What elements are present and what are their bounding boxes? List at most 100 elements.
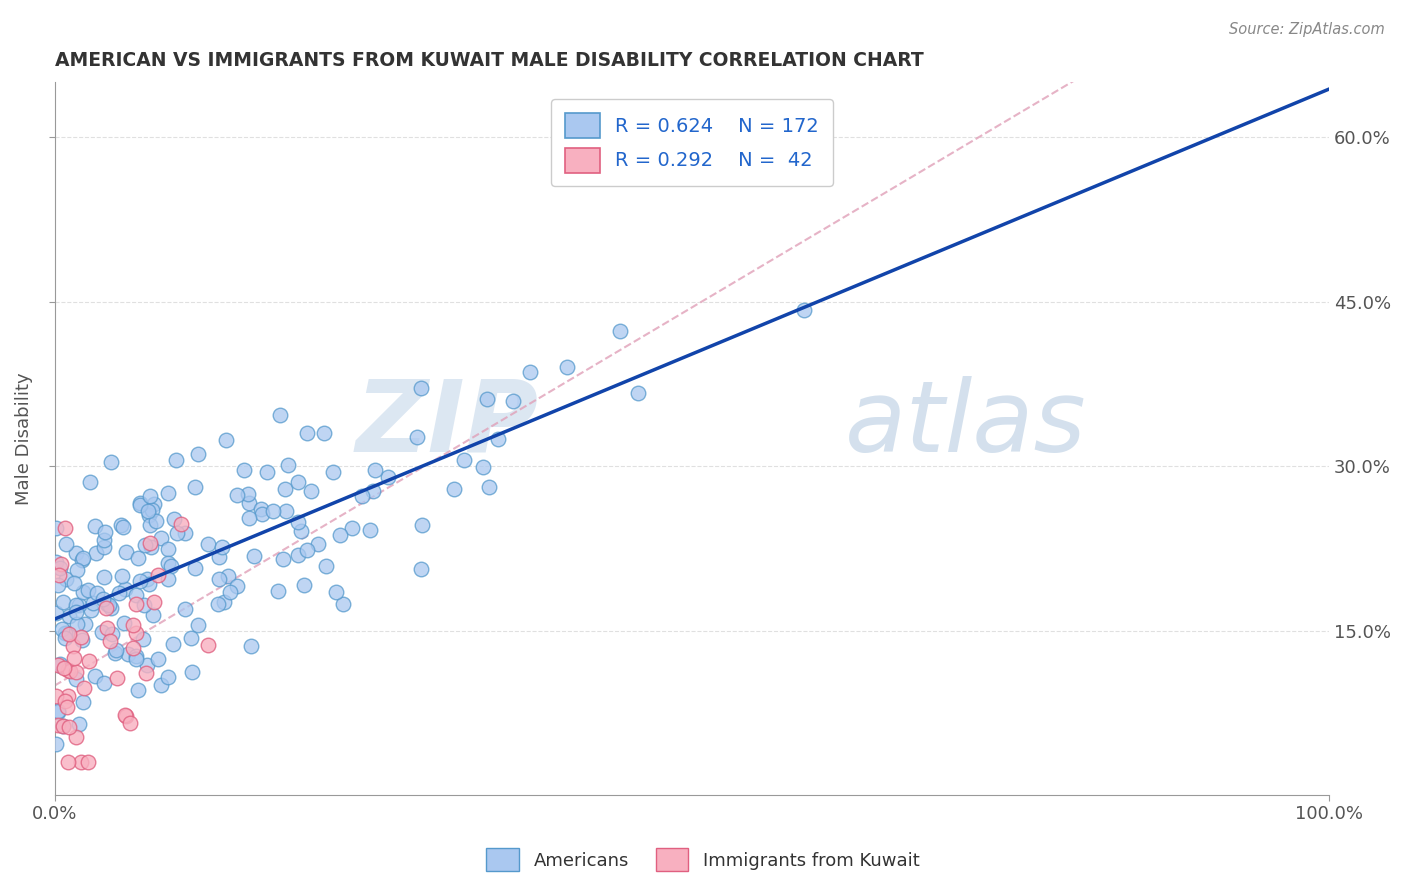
Point: [139, 540, 162, 554]
Point: [103, 646, 125, 660]
Point: [519, 365, 541, 379]
Point: [48, 568, 70, 582]
Point: [197, 537, 219, 551]
Point: [45, 737, 67, 751]
Point: [208, 572, 231, 586]
Point: [138, 517, 160, 532]
Point: [197, 638, 219, 652]
Point: [135, 666, 157, 681]
Point: [149, 532, 172, 546]
Point: [125, 588, 148, 602]
Point: [174, 526, 197, 541]
Point: [138, 577, 160, 591]
Point: [67, 598, 90, 612]
Point: [128, 574, 150, 588]
Point: [128, 495, 150, 509]
Point: [475, 392, 498, 407]
Point: [274, 504, 297, 518]
Point: [183, 480, 205, 494]
Point: [138, 504, 160, 518]
Point: [55, 625, 77, 640]
Point: [146, 567, 169, 582]
Point: [110, 518, 132, 533]
Point: [65, 546, 87, 560]
Point: [118, 715, 141, 730]
Point: [262, 504, 284, 518]
Point: [77, 583, 100, 598]
Point: [46, 704, 69, 718]
Point: [125, 652, 148, 666]
Point: [226, 488, 249, 502]
Point: [72, 585, 94, 599]
Point: [141, 503, 163, 517]
Point: [62, 639, 84, 653]
Point: [170, 516, 193, 531]
Point: [219, 585, 242, 599]
Point: [96, 597, 118, 611]
Point: [184, 560, 207, 574]
Point: [46, 578, 69, 592]
Point: [70, 553, 93, 567]
Point: [45, 607, 67, 621]
Point: [478, 480, 501, 494]
Point: [83, 519, 105, 533]
Point: [187, 618, 209, 632]
Point: [138, 508, 160, 522]
Text: Source: ZipAtlas.com: Source: ZipAtlas.com: [1229, 22, 1385, 37]
Point: [49, 657, 72, 671]
Point: [163, 512, 186, 526]
Point: [180, 631, 202, 645]
Point: [105, 643, 128, 657]
Point: [295, 543, 318, 558]
Point: [142, 608, 165, 623]
Point: [100, 600, 122, 615]
Point: [67, 717, 90, 731]
Point: [352, 489, 374, 503]
Point: [139, 536, 162, 550]
Point: [240, 639, 263, 653]
Point: [45, 521, 67, 535]
Point: [138, 489, 160, 503]
Point: [51, 622, 73, 636]
Point: [77, 654, 100, 668]
Point: [225, 579, 247, 593]
Point: [325, 585, 347, 599]
Point: [411, 517, 433, 532]
Point: [145, 514, 167, 528]
Point: [555, 360, 578, 375]
Point: [93, 570, 115, 584]
Point: [142, 497, 165, 511]
Point: [267, 583, 290, 598]
Point: [132, 598, 155, 612]
Point: [215, 434, 238, 448]
Point: [211, 541, 233, 555]
Point: [72, 550, 94, 565]
Point: [73, 616, 96, 631]
Text: ZIP: ZIP: [356, 376, 538, 473]
Point: [287, 516, 309, 530]
Point: [207, 597, 229, 611]
Point: [91, 624, 114, 639]
Point: [134, 538, 156, 552]
Point: [91, 592, 114, 607]
Point: [142, 594, 165, 608]
Point: [238, 496, 260, 510]
Point: [363, 462, 385, 476]
Point: [82, 596, 104, 610]
Point: [156, 557, 179, 571]
Point: [45, 555, 67, 569]
Point: [49, 560, 72, 574]
Point: [52, 594, 75, 608]
Point: [208, 550, 231, 565]
Point: [65, 598, 87, 612]
Point: [53, 694, 76, 708]
Point: [187, 447, 209, 461]
Point: [166, 525, 188, 540]
Point: [65, 665, 87, 680]
Point: [271, 552, 294, 566]
Point: [238, 511, 260, 525]
Point: [340, 521, 363, 535]
Point: [72, 695, 94, 709]
Point: [100, 455, 122, 469]
Point: [250, 502, 273, 516]
